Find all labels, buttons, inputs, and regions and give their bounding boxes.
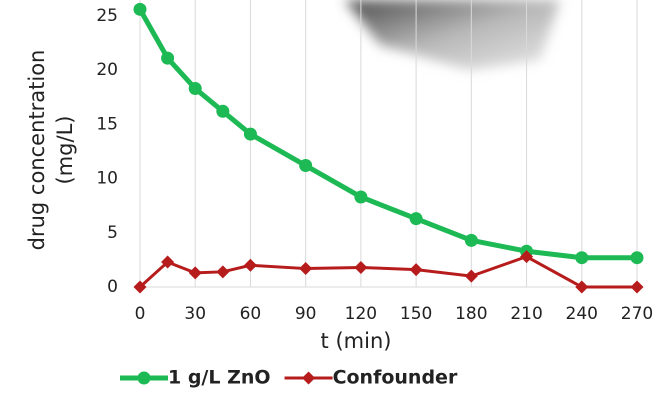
y-tick-label: 0 bbox=[107, 277, 118, 297]
point bbox=[354, 261, 367, 274]
series-line bbox=[140, 257, 637, 287]
x-tick-label: 150 bbox=[400, 304, 432, 324]
y-tick-label: 25 bbox=[96, 6, 118, 26]
x-tick-label: 30 bbox=[184, 304, 206, 324]
point bbox=[465, 270, 478, 283]
point bbox=[410, 263, 423, 276]
legend-marker bbox=[138, 372, 151, 385]
y-axis-title-line: drug concentration bbox=[25, 50, 49, 251]
chart: drug concentration(mg/L) t (min) 0 30 60 90… bbox=[0, 0, 667, 396]
point bbox=[575, 281, 588, 294]
point bbox=[631, 251, 644, 264]
x-tick-label: 60 bbox=[240, 304, 262, 324]
y-axis-title: drug concentration(mg/L) bbox=[25, 50, 77, 251]
point bbox=[410, 212, 423, 225]
legend-label: 1 g/L ZnO bbox=[168, 367, 271, 389]
point bbox=[216, 105, 229, 118]
point bbox=[465, 234, 478, 247]
photo-fragment bbox=[345, 0, 560, 70]
y-tick-label: 15 bbox=[96, 114, 118, 134]
legend-marker bbox=[302, 372, 315, 385]
point bbox=[244, 128, 257, 141]
x-tick-label: 120 bbox=[345, 304, 377, 324]
point bbox=[575, 251, 588, 264]
x-tick-label: 240 bbox=[566, 304, 598, 324]
x-tick-label: 90 bbox=[295, 304, 317, 324]
point bbox=[299, 262, 312, 275]
y-tick-label: 10 bbox=[96, 169, 118, 189]
legend-label: Confounder bbox=[333, 367, 458, 389]
point bbox=[299, 159, 312, 172]
point bbox=[161, 52, 174, 65]
point bbox=[244, 259, 257, 272]
x-axis-title: t (min) bbox=[321, 329, 392, 353]
point bbox=[189, 266, 202, 279]
point bbox=[631, 281, 644, 294]
y-axis-title-line: (mg/L) bbox=[53, 116, 77, 185]
point bbox=[354, 190, 367, 203]
x-tick-label: 0 bbox=[135, 304, 146, 324]
x-tick-label: 270 bbox=[621, 304, 653, 324]
y-tick-label: 5 bbox=[107, 223, 118, 243]
point bbox=[134, 3, 147, 16]
x-tick-label: 180 bbox=[455, 304, 487, 324]
x-tick-label: 210 bbox=[510, 304, 542, 324]
point bbox=[216, 265, 229, 278]
y-tick-label: 20 bbox=[96, 60, 118, 80]
point bbox=[189, 82, 202, 95]
